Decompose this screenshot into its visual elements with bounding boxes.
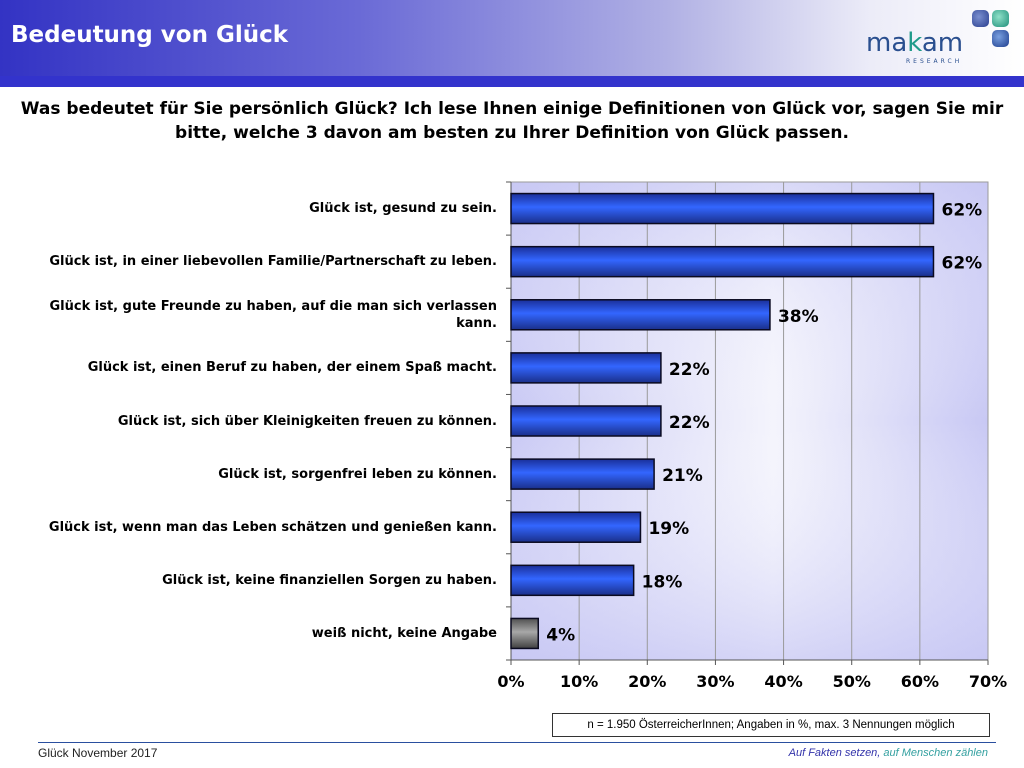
bar: [510, 245, 935, 278]
bar: [510, 192, 935, 225]
footer-date: Glück November 2017: [38, 746, 158, 760]
bar: [510, 458, 655, 490]
x-tick-label: 30%: [696, 672, 734, 691]
survey-question: Was bedeutet für Sie persönlich Glück? I…: [20, 99, 1004, 143]
logo-square-icon: [972, 10, 989, 27]
category-label: Glück ist, einen Beruf zu haben, der ein…: [87, 360, 497, 376]
footer-slogan: Auf Fakten setzen, auf Menschen zählen: [788, 747, 988, 759]
logo-square-icon: [992, 30, 1009, 47]
logo-square-icon: [992, 10, 1009, 27]
bar: [510, 405, 662, 437]
x-tick-label: 70%: [969, 672, 1007, 691]
category-label: Glück ist, in einer liebevollen Familie/…: [49, 254, 497, 270]
bar: [510, 511, 642, 543]
data-label: 22%: [669, 360, 710, 380]
sample-note: n = 1.950 ÖsterreicherInnen; Angaben in …: [552, 713, 990, 737]
header-bar: [0, 76, 1024, 87]
data-label: 4%: [546, 625, 575, 645]
bar: [510, 299, 771, 331]
data-label: 22%: [669, 413, 710, 433]
bar: [510, 352, 662, 384]
category-label: Glück ist, keine finanziellen Sorgen zu …: [162, 572, 497, 588]
data-label: 19%: [648, 519, 689, 539]
data-label: 21%: [662, 466, 703, 486]
bar: [510, 617, 540, 650]
logo-subtitle: RESEARCH: [906, 58, 963, 65]
logo-wordmark: makam: [866, 28, 964, 58]
category-label: weiß nicht, keine Angabe: [311, 625, 497, 641]
data-label: 62%: [941, 201, 982, 221]
makam-logo: makam RESEARCH: [866, 8, 1016, 70]
x-tick-label: 60%: [901, 672, 939, 691]
bar: [510, 564, 635, 597]
data-label: 38%: [778, 307, 819, 327]
category-label: Glück ist, sich über Kleinigkeiten freue…: [117, 413, 497, 429]
x-tick-label: 20%: [628, 672, 666, 691]
category-label: Glück ist, gute Freunde zu haben, auf di…: [49, 298, 497, 331]
data-label: 18%: [642, 572, 683, 592]
page-title: Bedeutung von Glück: [11, 22, 289, 48]
header-banner: [0, 0, 1024, 76]
footer-divider: [38, 742, 996, 743]
x-tick-label: 50%: [833, 672, 871, 691]
category-label: Glück ist, gesund zu sein.: [309, 201, 497, 217]
category-label: Glück ist, sorgenfrei leben zu können.: [218, 466, 497, 482]
category-label: Glück ist, wenn man das Leben schätzen u…: [48, 519, 497, 535]
x-tick-label: 0%: [497, 672, 524, 691]
data-label: 62%: [941, 254, 982, 274]
x-tick-label: 10%: [560, 672, 598, 691]
x-tick-label: 40%: [764, 672, 802, 691]
